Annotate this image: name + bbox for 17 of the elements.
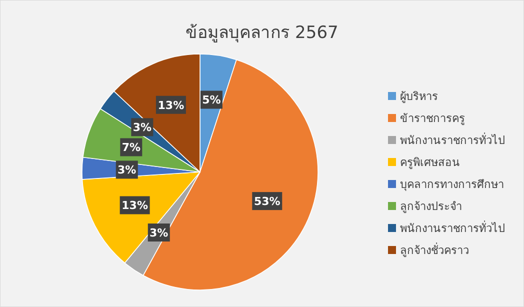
legend-label: ข้าราชการครู <box>400 112 465 125</box>
data-label: 53% <box>254 195 280 208</box>
data-label: 5% <box>202 94 221 107</box>
legend-label: ลูกจ้างประจำ <box>400 200 462 213</box>
data-label: 3% <box>118 164 136 177</box>
data-label: 3% <box>132 121 152 134</box>
legend-label: ลูกจ้างชั่วคราว <box>400 242 469 257</box>
legend-label: พนักงานราชการทั่วไป <box>400 132 505 147</box>
legend-label: บุคลากรทางการศึกษา <box>400 178 504 191</box>
legend-label: ครูพิเศษสอน <box>400 156 460 169</box>
data-label: 3% <box>150 226 168 240</box>
data-label: 13% <box>158 98 184 112</box>
legend-label: ผู้บริหาร <box>400 90 438 103</box>
data-label: 7% <box>122 141 141 154</box>
data-label: 13% <box>122 199 148 212</box>
chart-title: ข้อมูลบุคลากร 2567 <box>186 23 338 43</box>
legend-label: พนักงานราชการทั่วไป <box>400 220 505 235</box>
